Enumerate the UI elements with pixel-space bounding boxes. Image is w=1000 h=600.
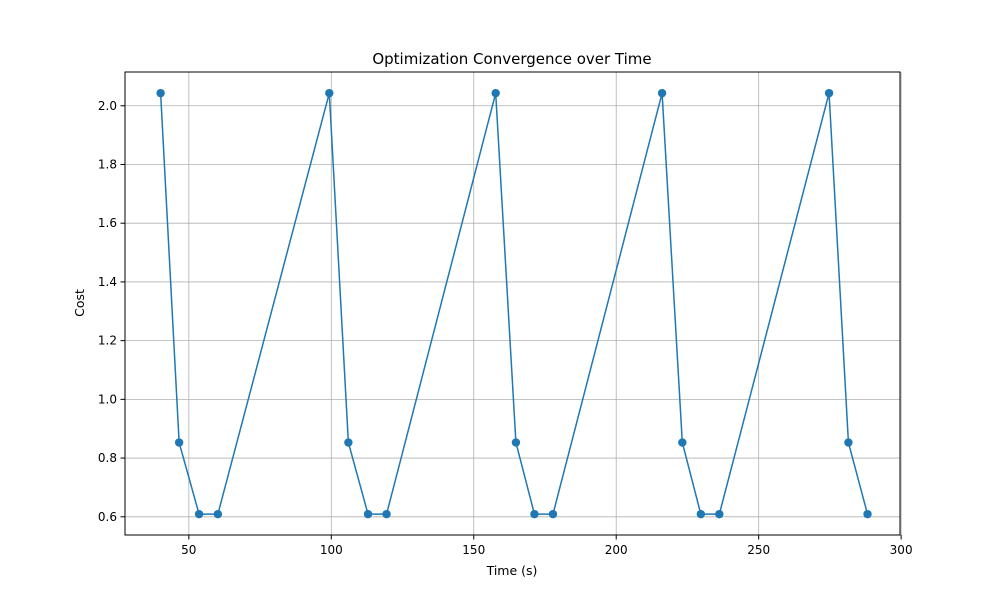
data-point bbox=[696, 509, 706, 519]
data-point bbox=[715, 509, 724, 519]
data-point bbox=[863, 509, 872, 519]
data-point bbox=[156, 88, 165, 98]
y-tick-label: 0.8 bbox=[98, 451, 117, 465]
y-tick-label: 1.4 bbox=[98, 275, 117, 289]
x-tick-label: 100 bbox=[320, 543, 343, 557]
data-point bbox=[678, 438, 687, 447]
y-tick-label: 2.0 bbox=[98, 99, 117, 113]
data-point bbox=[213, 509, 223, 519]
data-point bbox=[530, 509, 539, 519]
x-tick-label: 300 bbox=[890, 543, 913, 557]
x-tick-label: 250 bbox=[747, 543, 770, 557]
series-layer bbox=[156, 88, 872, 519]
ticks-layer: 50 100 150 200 250 300 0.6 0.8 1.0 1.2 1.4 1.6 1.8 2.… bbox=[98, 99, 913, 557]
x-axis-label: Time (s) bbox=[486, 563, 538, 578]
y-tick-label: 1.6 bbox=[98, 216, 117, 230]
x-tick-label: 50 bbox=[181, 543, 196, 557]
data-point bbox=[194, 509, 204, 519]
chart-title: Optimization Convergence over Time bbox=[372, 50, 651, 68]
data-point bbox=[344, 438, 353, 447]
data-point bbox=[824, 88, 834, 98]
y-tick-label: 0.6 bbox=[98, 510, 117, 524]
x-tick-label: 150 bbox=[462, 543, 485, 557]
y-tick-label: 1.2 bbox=[98, 334, 117, 348]
y-tick-label: 1.8 bbox=[98, 157, 117, 171]
data-point bbox=[844, 438, 853, 447]
x-tick-label: 200 bbox=[605, 543, 628, 557]
plot-frame bbox=[124, 71, 901, 536]
data-point bbox=[363, 509, 373, 519]
grid-layer bbox=[125, 72, 902, 535]
y-axis-label: Cost bbox=[72, 289, 87, 317]
data-point bbox=[382, 509, 391, 519]
data-point bbox=[657, 88, 667, 98]
data-point bbox=[548, 509, 558, 519]
data-point bbox=[325, 88, 334, 98]
data-point bbox=[174, 438, 184, 447]
data-point bbox=[511, 438, 521, 447]
data-point bbox=[491, 88, 500, 98]
y-tick-label: 1.0 bbox=[98, 392, 117, 406]
